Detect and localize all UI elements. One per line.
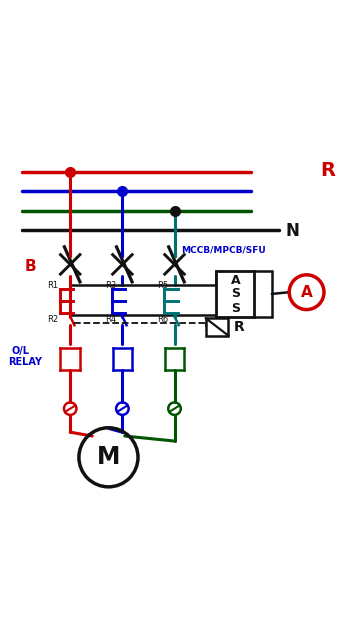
- Text: R: R: [233, 320, 244, 334]
- Text: R: R: [320, 161, 335, 180]
- Text: O/L: O/L: [11, 346, 29, 356]
- Text: S: S: [231, 287, 240, 300]
- Text: N: N: [286, 222, 299, 241]
- Text: A: A: [231, 274, 240, 287]
- Text: S: S: [231, 302, 240, 315]
- Text: B: B: [25, 259, 37, 274]
- Text: MCCB/MPCB/SFU: MCCB/MPCB/SFU: [181, 246, 266, 255]
- Text: R5: R5: [157, 282, 168, 291]
- Text: RELAY: RELAY: [8, 356, 42, 367]
- Bar: [206, 318, 228, 335]
- Text: A: A: [301, 285, 312, 300]
- Text: R6: R6: [157, 315, 168, 324]
- Text: R3: R3: [105, 282, 116, 291]
- Bar: [216, 271, 254, 317]
- Text: R4: R4: [105, 315, 116, 324]
- Text: R1: R1: [47, 282, 59, 291]
- Text: M: M: [97, 445, 120, 469]
- Text: R2: R2: [47, 315, 59, 324]
